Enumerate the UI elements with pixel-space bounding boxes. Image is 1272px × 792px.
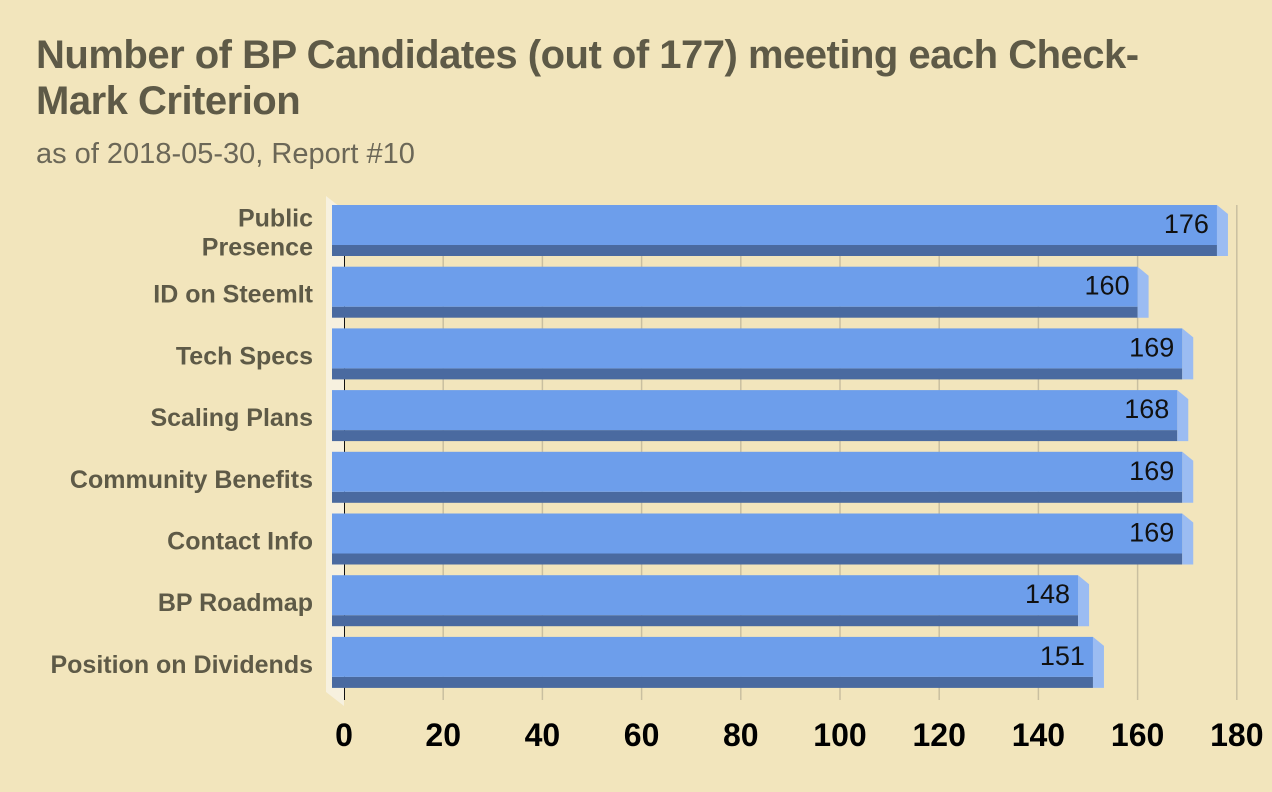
bar-bottom-face [332, 306, 1138, 318]
chart-title: Number of BP Candidates (out of 177) mee… [36, 33, 1139, 123]
bar-value-label: 176 [1164, 209, 1209, 239]
bar-side-face [1177, 390, 1189, 442]
bar [332, 575, 1079, 616]
bar-value-label: 148 [1025, 579, 1070, 609]
bar-group: 151 [332, 636, 1104, 688]
category-label: BP Roadmap [158, 589, 313, 617]
bar-side-face [1137, 266, 1149, 318]
category-label: ID on SteemIt [153, 281, 313, 309]
bar [332, 390, 1178, 431]
category-label: Public Presence [202, 205, 313, 262]
x-tick-label: 140 [1012, 717, 1065, 753]
bar-side-face [1092, 636, 1104, 688]
bar [332, 451, 1183, 492]
x-tick-label: 80 [723, 717, 759, 753]
bar-bottom-face [332, 245, 1217, 256]
bar [332, 328, 1183, 369]
bar-side-face [1216, 205, 1228, 256]
x-tick-label: 100 [813, 717, 866, 753]
bar-side-face [1182, 513, 1194, 565]
category-label: Tech Specs [176, 342, 313, 370]
bar-group: 176 [332, 205, 1228, 256]
category-label: Community Benefits [70, 466, 313, 494]
bar-group: 169 [332, 451, 1194, 503]
category-labels: Public Presence ID on SteemIt Tech Specs Sca… [50, 205, 313, 679]
x-axis-tick-labels: 0 20 40 60 80 100 120 140 160 180 [335, 717, 1263, 753]
bar-group: 148 [332, 575, 1090, 627]
chart-subtitle: as of 2018-05-30, Report #10 [36, 138, 415, 170]
bar [332, 636, 1093, 677]
bar [332, 266, 1138, 307]
bar-bottom-face [332, 553, 1183, 565]
bar [332, 513, 1183, 554]
x-tick-label: 120 [913, 717, 966, 753]
x-tick-label: 20 [425, 717, 461, 753]
bar [332, 205, 1217, 245]
bar-bottom-face [332, 491, 1183, 503]
bar-group: 168 [332, 390, 1189, 442]
bar-value-label: 151 [1040, 641, 1085, 671]
bar-bottom-face [332, 368, 1183, 380]
bar-bottom-face [332, 430, 1178, 442]
bar-group: 169 [332, 328, 1194, 380]
bar-value-label: 169 [1129, 456, 1174, 486]
bar-side-face [1078, 575, 1090, 627]
bars: 176 160 169 168 169 169 148 151 [332, 205, 1228, 688]
bar-value-label: 160 [1085, 271, 1130, 301]
category-label: Contact Info [167, 528, 313, 556]
bar-side-face [1182, 328, 1194, 380]
bar-bottom-face [332, 676, 1093, 688]
bar-group: 160 [332, 266, 1149, 318]
bar-value-label: 168 [1124, 394, 1169, 424]
x-tick-label: 160 [1111, 717, 1164, 753]
x-tick-label: 60 [624, 717, 660, 753]
bar-group: 169 [332, 513, 1194, 565]
x-tick-label: 180 [1210, 717, 1263, 753]
bar-side-face [1182, 451, 1194, 503]
category-label: Scaling Plans [150, 404, 313, 432]
category-label: Position on Dividends [50, 651, 313, 679]
x-tick-label: 40 [525, 717, 561, 753]
x-tick-label: 0 [335, 717, 353, 753]
bar-bottom-face [332, 615, 1079, 627]
bar-value-label: 169 [1129, 332, 1174, 362]
bar-value-label: 169 [1129, 518, 1174, 548]
